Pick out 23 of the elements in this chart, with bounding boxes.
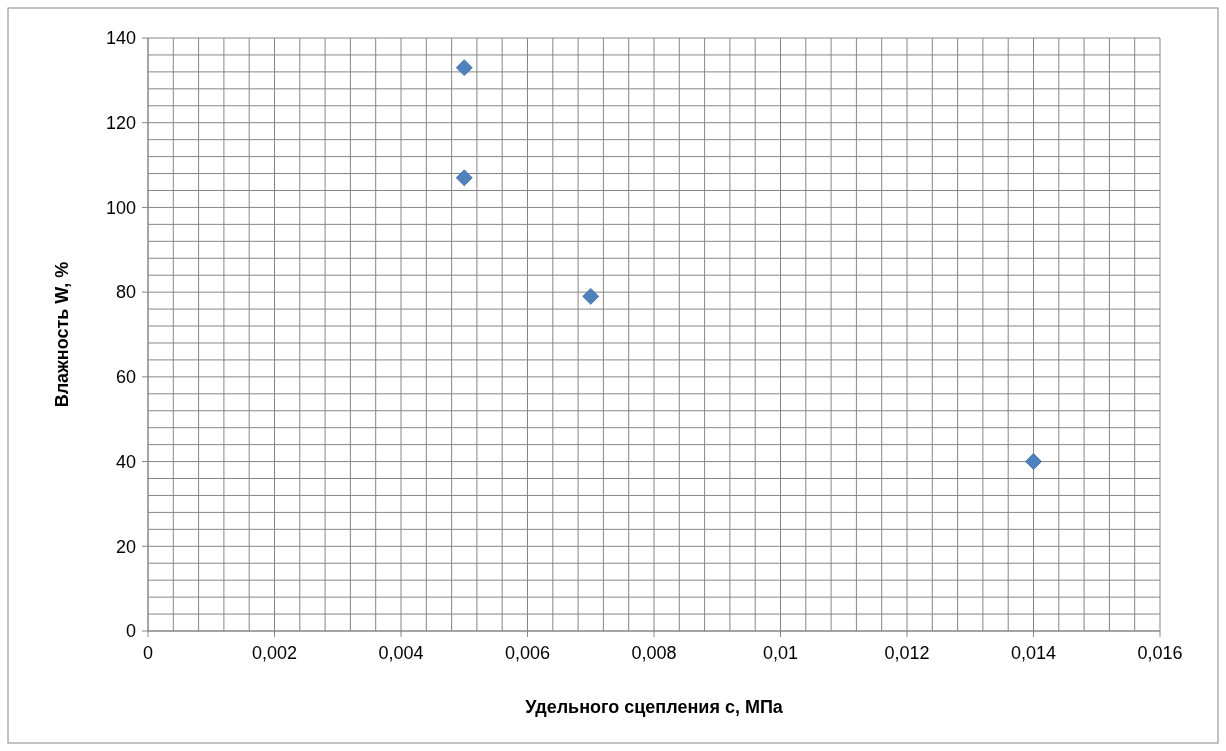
x-tick-label: 0,014 — [1010, 643, 1057, 663]
point — [455, 59, 473, 77]
x-tick-label: 0,002 — [251, 643, 298, 663]
y-axis-title: Влажность W, % — [52, 261, 72, 408]
x-tick-label: 0,01 — [762, 643, 799, 663]
y-tick-label: 80 — [115, 282, 136, 303]
x-tick-label: 0,016 — [1137, 643, 1183, 663]
point — [1025, 453, 1042, 470]
y-tick-label: 20 — [115, 536, 136, 557]
y-tick-label: 100 — [105, 197, 136, 218]
x-tick-label: 0 — [142, 643, 154, 663]
y-tick-label: 60 — [115, 367, 136, 388]
x-tick-label: 0,008 — [631, 643, 677, 663]
x-tick-label: 0,004 — [378, 643, 424, 663]
point — [455, 169, 473, 187]
y-tick-label: 140 — [105, 28, 136, 49]
y-tick-label: 120 — [105, 113, 136, 134]
x-axis-title: Удельного сцепления с, МПа — [525, 697, 784, 717]
y-tick-label: 0 — [125, 621, 136, 642]
y-tick-label: 40 — [115, 451, 136, 472]
x-tick-label: 0,012 — [884, 643, 930, 663]
point — [582, 288, 600, 305]
x-tick-label: 0,006 — [504, 643, 551, 663]
